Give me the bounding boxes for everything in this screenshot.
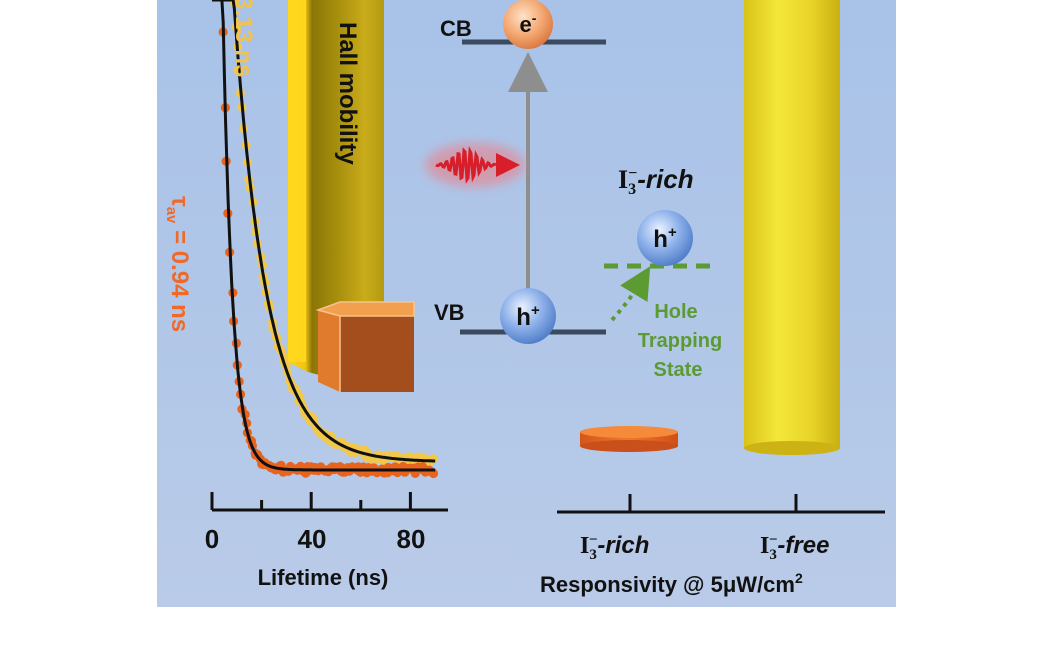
tau-free-label: 3.13 ns: [230, 0, 257, 77]
decay-x-axis-label: Lifetime (ns): [258, 565, 389, 590]
photon-icon: [425, 143, 525, 187]
trap-text-1: Hole: [654, 301, 697, 323]
cb-label: CB: [440, 16, 472, 41]
cube: [318, 302, 414, 392]
decay-tick-80: 80: [397, 524, 426, 554]
responsivity-bar-rich: [580, 426, 678, 452]
trap-text-3: State: [654, 359, 703, 381]
responsivity-bar-free: [744, 0, 840, 455]
hall-mobility-label: Hall mobility: [334, 22, 361, 165]
trap-text-2: Trapping: [638, 330, 722, 352]
decay-tick-0: 0: [205, 524, 219, 554]
rich-title: I3−-rich: [618, 164, 694, 198]
responsivity-category-rich: I3−-rich: [580, 532, 649, 563]
responsivity-category-free: I3−-free: [760, 532, 829, 563]
vb-label: VB: [434, 300, 465, 325]
decay-tick-40: 40: [298, 524, 327, 554]
responsivity-x-axis-label: Responsivity @ 5μW/cm2: [540, 570, 803, 597]
